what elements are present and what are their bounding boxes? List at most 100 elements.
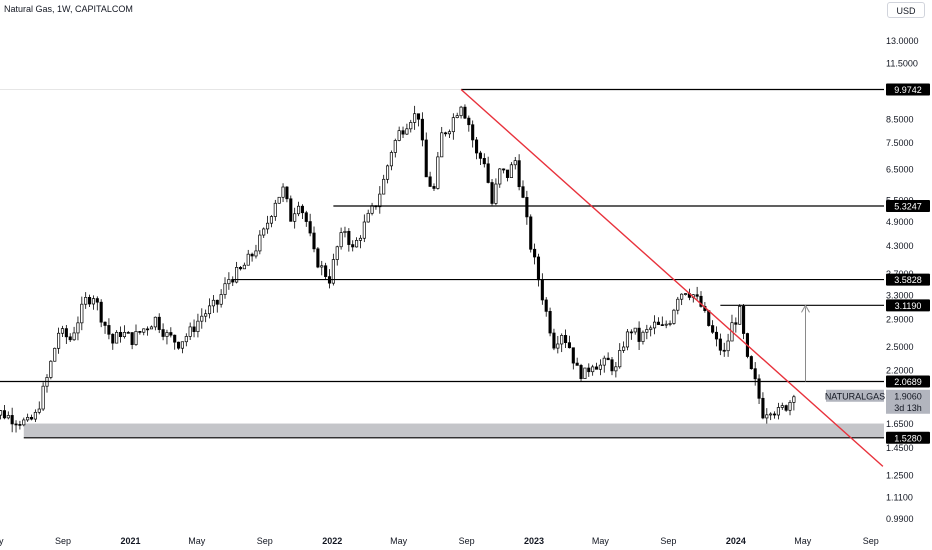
- x-tick-label: May: [0, 536, 4, 546]
- candle: [347, 230, 351, 245]
- candle: [622, 346, 626, 351]
- candle: [761, 397, 765, 419]
- candle: [401, 130, 405, 135]
- candle: [41, 385, 45, 410]
- candle: [447, 131, 452, 135]
- candle: [161, 329, 165, 337]
- y-tick-label: 1.6500: [886, 419, 914, 429]
- currency-button[interactable]: USD: [887, 2, 925, 18]
- candle: [165, 332, 169, 337]
- candle: [486, 163, 490, 183]
- candle: [60, 328, 65, 334]
- chart-title: Natural Gas, 1W, CAPITALCOM: [4, 4, 133, 14]
- y-tick-label: 1.2500: [886, 471, 914, 481]
- candle: [494, 183, 498, 204]
- candle: [656, 321, 660, 325]
- y-tick-label: 8.5000: [886, 115, 914, 125]
- y-tick-label: 13.0000: [886, 36, 919, 46]
- candle: [548, 311, 552, 334]
- candle: [668, 323, 672, 325]
- candle: [64, 328, 68, 338]
- price-level-badge: [886, 431, 930, 444]
- candle: [0, 410, 3, 416]
- candle: [641, 331, 645, 342]
- price-level-label: 1.5280: [894, 433, 922, 443]
- y-tick-label: 6.5000: [886, 164, 914, 174]
- y-tick-label: 11.5000: [886, 59, 918, 69]
- candle: [409, 122, 413, 130]
- candle: [583, 367, 587, 379]
- candle: [238, 267, 243, 270]
- candle: [2, 410, 6, 419]
- candle: [567, 342, 571, 349]
- price-level-badge: [886, 200, 930, 213]
- candle: [525, 197, 529, 218]
- candle: [22, 419, 26, 426]
- y-tick-label: 1.1100: [886, 493, 913, 503]
- candle: [370, 205, 374, 214]
- y-tick-label: 2.9000: [886, 314, 914, 324]
- candle: [467, 117, 471, 126]
- candle: [602, 357, 606, 366]
- candle: [57, 332, 61, 349]
- candle: [428, 176, 432, 187]
- candle: [436, 156, 440, 189]
- candle: [753, 368, 757, 380]
- candle: [331, 259, 335, 284]
- last-price-badge: [886, 389, 930, 414]
- x-tick-label: 2021: [120, 536, 140, 546]
- price-level-badge: [886, 83, 930, 96]
- candle: [118, 331, 123, 337]
- candle: [463, 106, 467, 119]
- candle: [204, 313, 208, 317]
- candle: [676, 298, 680, 311]
- candle: [397, 130, 401, 141]
- candle: [664, 323, 668, 326]
- candle: [103, 321, 107, 326]
- candle: [490, 182, 494, 204]
- last-price-label: 1.9060: [894, 391, 922, 401]
- candle: [734, 322, 738, 325]
- candle: [269, 216, 273, 224]
- price-level-label: 3.5828: [894, 275, 922, 285]
- countdown-label: 3d 13h: [894, 403, 922, 413]
- y-tick-label: 1.4500: [886, 443, 914, 453]
- support-zone: [23, 423, 885, 438]
- x-tick-label: 2024: [726, 536, 746, 546]
- price-level-badge: [886, 273, 930, 286]
- x-tick-label: May: [390, 536, 408, 546]
- candle: [482, 158, 486, 165]
- candle: [440, 132, 444, 158]
- candle: [776, 407, 780, 416]
- price-level-label: 3.1190: [895, 301, 922, 311]
- x-tick-label: Sep: [863, 536, 879, 546]
- candle: [645, 329, 649, 333]
- candle: [749, 356, 753, 370]
- price-level-label: 2.0689: [894, 377, 922, 387]
- candle: [324, 265, 328, 277]
- x-tick-label: May: [794, 536, 812, 546]
- candle: [126, 332, 130, 334]
- candle: [695, 294, 699, 297]
- x-tick-label: 2022: [322, 536, 342, 546]
- y-tick-label: 3.3000: [886, 290, 914, 300]
- candle: [316, 248, 320, 268]
- candle: [772, 413, 777, 416]
- candle: [405, 128, 409, 135]
- candle: [246, 253, 250, 266]
- candle: [207, 305, 212, 315]
- candle: [738, 306, 742, 325]
- candle: [146, 328, 150, 331]
- trendline[interactable]: [460, 88, 884, 467]
- candle: [122, 332, 126, 337]
- candle: [517, 160, 521, 188]
- candle: [389, 152, 393, 167]
- candle: [308, 221, 312, 234]
- y-tick-label: 4.9000: [886, 217, 914, 227]
- candle: [180, 341, 184, 349]
- candle: [614, 366, 618, 372]
- candle: [653, 321, 657, 329]
- candle: [788, 402, 792, 411]
- candle: [200, 315, 204, 322]
